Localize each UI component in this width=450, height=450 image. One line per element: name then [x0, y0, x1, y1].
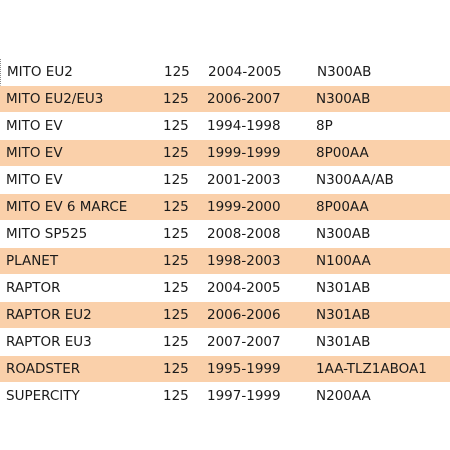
- table-row[interactable]: RAPTOR 125 2004-2005 N301AB: [0, 275, 450, 302]
- cell-displacement: 125: [163, 172, 189, 188]
- cell-displacement: 125: [163, 91, 189, 107]
- cell-years: 2007-2007: [207, 334, 281, 350]
- table-row[interactable]: MITO EU2 125 2004-2005 N300AB: [0, 59, 450, 86]
- cell-displacement: 125: [163, 334, 189, 350]
- cell-displacement: 125: [163, 280, 189, 296]
- cell-years: 1995-1999: [207, 361, 281, 377]
- cell-model: SUPERCITY: [6, 388, 80, 404]
- table-row[interactable]: MITO EV 125 1994-1998 8P: [0, 113, 450, 140]
- cell-engine-code: N301AB: [316, 307, 371, 323]
- cell-displacement: 125: [164, 64, 190, 80]
- cell-engine-code: 8P: [316, 118, 333, 134]
- model-table: MITO EU2 125 2004-2005 N300AB MITO EU2/EU3 12…: [0, 59, 450, 410]
- cell-years: 2004-2005: [207, 280, 281, 296]
- table-row[interactable]: ROADSTER 125 1995-1999 1AA-TLZ1ABOA1: [0, 356, 450, 383]
- cell-model: RAPTOR EU2: [6, 307, 92, 323]
- cell-years: 2006-2006: [207, 307, 281, 323]
- cell-engine-code: N100AA: [316, 253, 371, 269]
- cell-engine-code: 8P00AA: [316, 145, 369, 161]
- cell-model: MITO EU2/EU3: [6, 91, 104, 107]
- cell-displacement: 125: [163, 145, 189, 161]
- cell-model: MITO EV: [6, 118, 63, 134]
- cell-model: MITO EV: [6, 172, 63, 188]
- cell-engine-code: N300AA/AB: [316, 172, 394, 188]
- cell-model: MITO EU2: [7, 64, 73, 80]
- cell-displacement: 125: [163, 118, 189, 134]
- cell-engine-code: N300AB: [317, 64, 372, 80]
- cell-engine-code: N300AB: [316, 91, 371, 107]
- cell-model: RAPTOR: [6, 280, 61, 296]
- cell-engine-code: N300AB: [316, 226, 371, 242]
- cell-model: PLANET: [6, 253, 59, 269]
- model-table-container: MITO EU2 125 2004-2005 N300AB MITO EU2/EU3 12…: [0, 59, 450, 410]
- table-row[interactable]: RAPTOR EU3 125 2007-2007 N301AB: [0, 329, 450, 356]
- cell-model: MITO EV 6 MARCE: [6, 199, 128, 215]
- cell-displacement: 125: [163, 307, 189, 323]
- cell-years: 2004-2005: [208, 64, 282, 80]
- cell-model: RAPTOR EU3: [6, 334, 92, 350]
- cell-years: 1998-2003: [207, 253, 281, 269]
- cell-engine-code: N200AA: [316, 388, 371, 404]
- cell-model: MITO EV: [6, 145, 63, 161]
- table-row[interactable]: MITO EV 6 MARCE 125 1999-2000 8P00AA: [0, 194, 450, 221]
- table-row[interactable]: MITO EV 125 2001-2003 N300AA/AB: [0, 167, 450, 194]
- cell-engine-code: 8P00AA: [316, 199, 369, 215]
- cell-engine-code: N301AB: [316, 280, 371, 296]
- cell-years: 2001-2003: [207, 172, 281, 188]
- cell-years: 1994-1998: [207, 118, 281, 134]
- cell-years: 2008-2008: [207, 226, 281, 242]
- cell-displacement: 125: [163, 253, 189, 269]
- table-row[interactable]: MITO EV 125 1999-1999 8P00AA: [0, 140, 450, 167]
- cell-years: 2006-2007: [207, 91, 281, 107]
- cell-model: ROADSTER: [6, 361, 81, 377]
- cell-years: 1999-1999: [207, 145, 281, 161]
- cell-displacement: 125: [163, 226, 189, 242]
- table-row[interactable]: PLANET 125 1998-2003 N100AA: [0, 248, 450, 275]
- cell-model: MITO SP525: [6, 226, 88, 242]
- cell-displacement: 125: [163, 361, 189, 377]
- cell-years: 1999-2000: [207, 199, 281, 215]
- cell-engine-code: N301AB: [316, 334, 371, 350]
- table-row[interactable]: SUPERCITY 125 1997-1999 N200AA: [0, 383, 450, 410]
- cell-engine-code: 1AA-TLZ1ABOA1: [316, 361, 427, 377]
- table-row[interactable]: MITO EU2/EU3 125 2006-2007 N300AB: [0, 86, 450, 113]
- table-row[interactable]: MITO SP525 125 2008-2008 N300AB: [0, 221, 450, 248]
- cell-displacement: 125: [163, 388, 189, 404]
- cell-years: 1997-1999: [207, 388, 281, 404]
- table-row[interactable]: RAPTOR EU2 125 2006-2006 N301AB: [0, 302, 450, 329]
- cell-displacement: 125: [163, 199, 189, 215]
